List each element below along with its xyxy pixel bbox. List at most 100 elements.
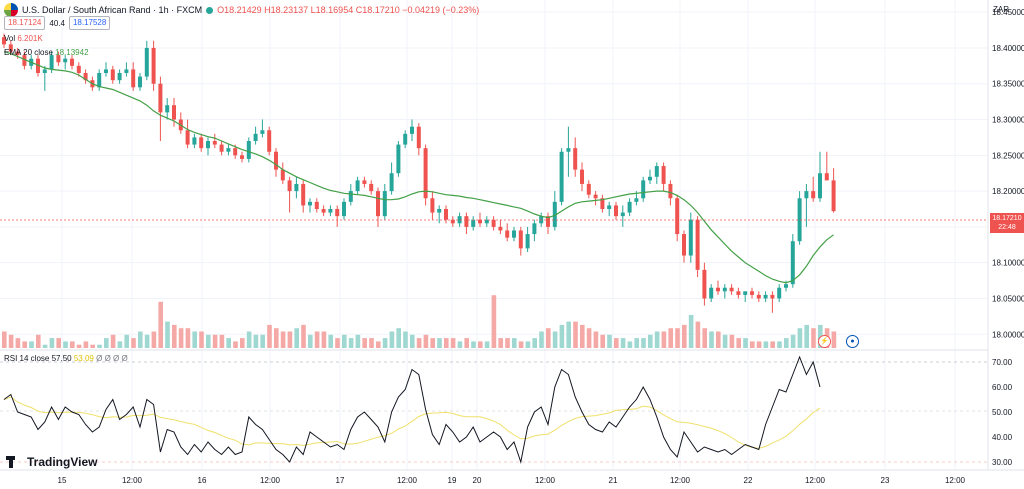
candle-body[interactable] (702, 269, 707, 299)
candle-body[interactable] (253, 133, 258, 141)
candle-body[interactable] (818, 173, 822, 199)
candle-body[interactable] (586, 183, 591, 195)
candle-body[interactable] (49, 55, 54, 70)
candle-body[interactable] (403, 133, 408, 145)
candle-body[interactable] (192, 137, 197, 145)
candle-body[interactable] (648, 176, 652, 181)
candle-body[interactable] (593, 194, 598, 199)
candle-body[interactable] (518, 230, 523, 249)
candle-body[interactable] (546, 216, 550, 227)
candle-body[interactable] (76, 65, 81, 73)
candle-body[interactable] (620, 212, 625, 217)
candle-body[interactable] (104, 69, 108, 73)
candle-body[interactable] (682, 234, 686, 256)
candle-body[interactable] (437, 209, 442, 213)
candle-body[interactable] (314, 201, 319, 209)
candle-body[interactable] (444, 209, 448, 220)
candle-body[interactable] (634, 198, 639, 202)
time-axis[interactable]: 15 12:00 16 12:00 17 12:00 19 20 12:00 21 12:00 22 1… (58, 476, 966, 485)
candle-body[interactable] (695, 219, 700, 270)
candle-body[interactable] (396, 144, 401, 174)
candle-body[interactable] (614, 205, 618, 217)
candle-body[interactable] (627, 201, 632, 213)
candle-body[interactable] (151, 47, 156, 84)
candle-body[interactable] (464, 216, 469, 227)
candle-body[interactable] (321, 209, 326, 213)
candle-body[interactable] (376, 191, 380, 217)
candle-body[interactable] (355, 180, 360, 192)
candle-body[interactable] (804, 191, 809, 199)
candle-body[interactable] (56, 55, 61, 63)
candle-body[interactable] (416, 126, 421, 149)
candle-body[interactable] (831, 180, 836, 212)
candle-body[interactable] (654, 166, 659, 177)
candle-body[interactable] (8, 44, 13, 52)
candle-body[interactable] (505, 230, 510, 238)
candle-body[interactable] (389, 173, 394, 192)
candle-body[interactable] (756, 294, 761, 299)
candle-body[interactable] (348, 191, 353, 202)
candle-body[interactable] (260, 130, 265, 134)
candle-body[interactable] (709, 287, 714, 299)
candle-body[interactable] (233, 148, 238, 156)
candle-body[interactable] (675, 198, 680, 235)
candle-body[interactable] (335, 209, 340, 217)
candle-body[interactable] (559, 151, 564, 202)
candle-body[interactable] (512, 230, 516, 238)
currency-label[interactable]: ZAR (993, 5, 1009, 14)
candle-body[interactable] (382, 191, 387, 217)
candle-body[interactable] (736, 291, 741, 295)
candle-body[interactable] (423, 148, 428, 199)
candle-body[interactable] (580, 169, 584, 184)
candle-body[interactable] (294, 183, 299, 192)
candle-body[interactable] (661, 166, 666, 184)
symbol-header[interactable]: U.S. Dollar / South African Rand · 1h · … (4, 3, 479, 17)
candle-body[interactable] (206, 141, 210, 149)
candle-body[interactable] (750, 291, 754, 295)
candle-body[interactable] (158, 83, 163, 113)
candle-body[interactable] (566, 148, 571, 152)
candle-body[interactable] (110, 69, 115, 81)
candle-body[interactable] (491, 219, 496, 227)
candle-body[interactable] (2, 37, 6, 45)
candle-body[interactable] (573, 148, 578, 170)
candle-body[interactable] (308, 201, 312, 206)
candle-body[interactable] (36, 58, 40, 73)
candle-body[interactable] (342, 201, 346, 217)
symbol-title[interactable]: U.S. Dollar / South African Rand · 1h · … (22, 5, 203, 15)
candle-body[interactable] (430, 198, 435, 213)
candle-body[interactable] (15, 51, 20, 56)
candle-body[interactable] (287, 180, 292, 192)
candle-body[interactable] (457, 216, 462, 224)
candle-body[interactable] (471, 219, 476, 227)
candle-body[interactable] (117, 73, 122, 81)
candle-body[interactable] (144, 47, 149, 77)
candle-body[interactable] (280, 169, 285, 181)
tradingview-logo[interactable]: TradingView (6, 455, 97, 469)
candle-body[interactable] (688, 219, 693, 256)
candle-body[interactable] (165, 105, 170, 113)
candle-body[interactable] (131, 69, 136, 88)
candle-body[interactable] (824, 173, 829, 181)
candle-body[interactable] (722, 287, 727, 292)
buy-button[interactable]: 18.17528 (68, 16, 111, 30)
candle-body[interactable] (219, 144, 224, 152)
candle-body[interactable] (185, 130, 190, 145)
candle-body[interactable] (172, 105, 176, 120)
candle-body[interactable] (600, 198, 605, 209)
candle-body[interactable] (607, 205, 612, 209)
candle-body[interactable] (63, 58, 68, 63)
candle-body[interactable] (138, 76, 142, 88)
candle-body[interactable] (410, 126, 414, 134)
economic-event-flag-icon[interactable]: ● (846, 335, 859, 348)
candle-body[interactable] (478, 219, 482, 224)
candle-body[interactable] (124, 69, 129, 73)
candle-body[interactable] (199, 137, 204, 149)
candle-body[interactable] (668, 183, 673, 199)
rsi-legend[interactable]: RSI 14 close 57.50 53.09 Ø Ø Ø Ø (4, 354, 128, 363)
candle-body[interactable] (42, 69, 47, 73)
volume-legend[interactable]: Vol 6.201K (4, 34, 43, 43)
candle-body[interactable] (212, 141, 217, 145)
candle-body[interactable] (267, 130, 272, 152)
